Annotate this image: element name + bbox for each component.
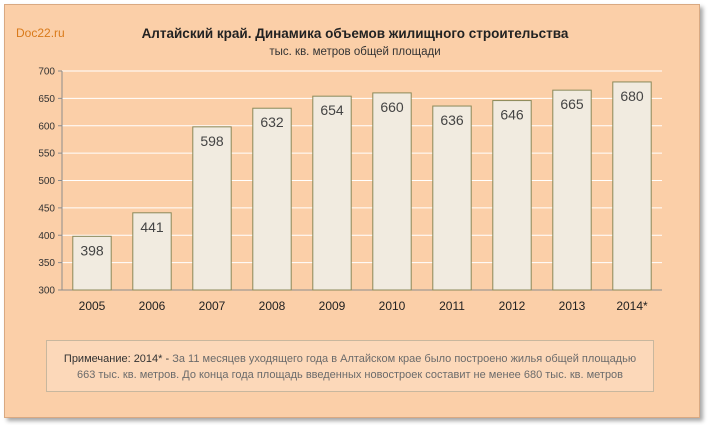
data-label: 680 — [620, 88, 644, 104]
bar — [612, 81, 652, 291]
data-label: 665 — [560, 96, 584, 112]
x-tick-label: 2008 — [259, 299, 286, 313]
x-tick-label: 2013 — [559, 299, 586, 313]
chart-subtitle: тыс. кв. метров общей площади — [269, 46, 441, 58]
data-label: 398 — [80, 242, 104, 258]
y-tick-label: 500 — [38, 176, 55, 187]
x-tick-label: 2009 — [319, 299, 346, 313]
y-tick-label: 450 — [38, 203, 55, 214]
x-tick-label: 2010 — [379, 299, 406, 313]
bar — [312, 95, 352, 291]
bar — [552, 89, 592, 291]
y-tick-label: 400 — [38, 231, 55, 242]
bar — [252, 107, 292, 291]
bar — [72, 235, 112, 291]
y-tick-label: 700 — [38, 67, 55, 78]
x-tick-label: 2014* — [616, 299, 648, 313]
x-tick-label: 2011 — [439, 299, 465, 313]
footnote-line2: 663 тыс. кв. метров. До конца года площа… — [76, 369, 624, 381]
chart-title: Алтайский край. Динамика объемов жилищно… — [141, 26, 569, 41]
y-tick-label: 300 — [38, 286, 55, 297]
data-label: 632 — [260, 114, 284, 130]
brand-watermark: Doc22.ru — [16, 26, 65, 40]
y-tick-label: 350 — [38, 258, 55, 269]
bar — [492, 100, 532, 291]
data-label: 654 — [320, 102, 344, 118]
x-tick-label: 2005 — [79, 299, 106, 313]
bar — [432, 105, 472, 291]
y-tick-label: 550 — [38, 149, 55, 160]
y-tick-label: 650 — [38, 94, 55, 105]
footnote-box: Примечание: 2014* - За 11 месяцев уходящ… — [46, 340, 654, 392]
data-label: 598 — [200, 133, 224, 149]
y-tick-label: 600 — [38, 121, 55, 132]
footnote-line1: За 11 месяцев уходящего года в Алтайском… — [169, 353, 637, 365]
x-tick-label: 2012 — [499, 299, 526, 313]
data-label: 636 — [440, 112, 464, 128]
data-label: 646 — [500, 107, 524, 123]
data-label: 441 — [140, 219, 164, 235]
data-label: 660 — [380, 99, 404, 115]
bar — [372, 92, 412, 291]
x-tick-label: 2006 — [139, 299, 166, 313]
footnote-label: Примечание: 2014* - — [63, 353, 170, 365]
x-tick-label: 2007 — [199, 299, 226, 313]
bar — [192, 126, 232, 291]
bar — [132, 212, 172, 291]
